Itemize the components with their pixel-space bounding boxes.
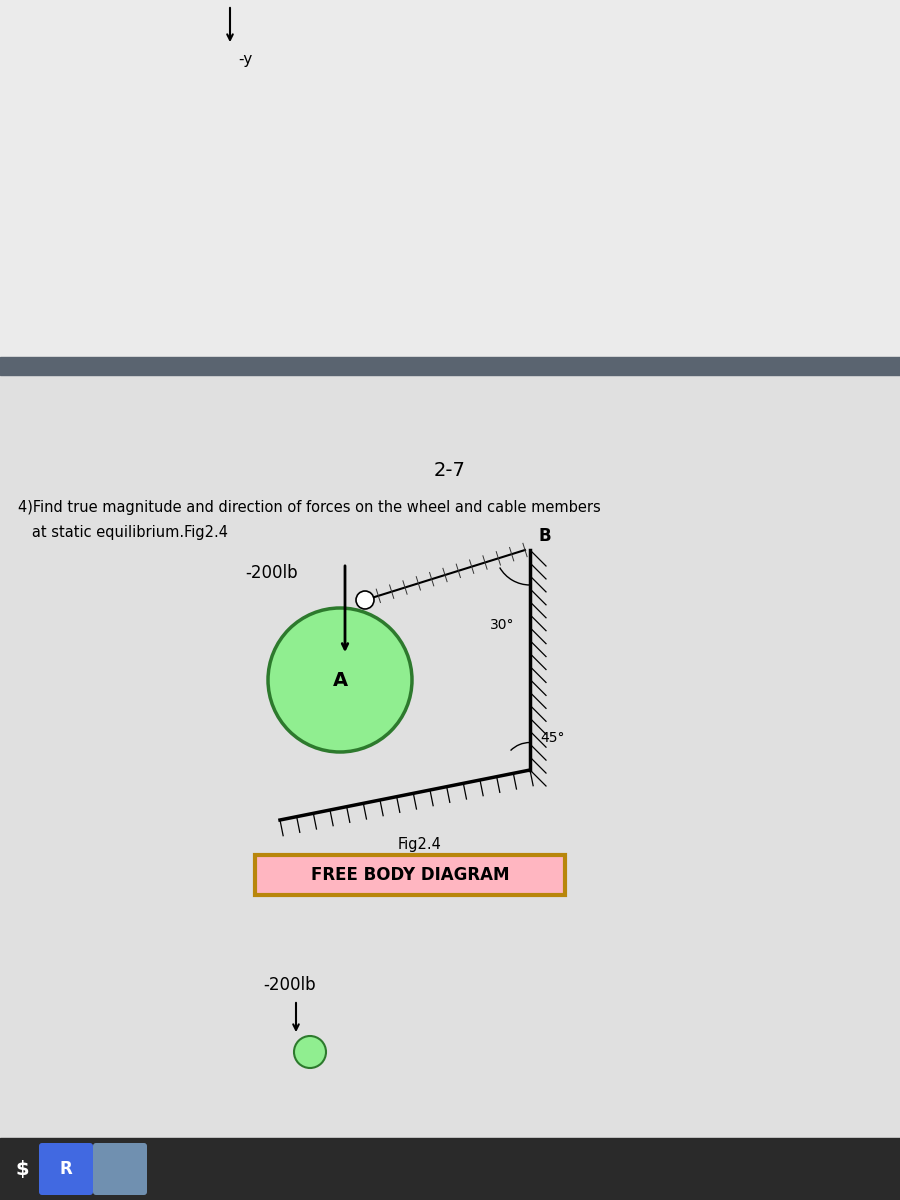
Circle shape [294,1036,326,1068]
Circle shape [356,590,374,608]
FancyBboxPatch shape [93,1142,147,1195]
Circle shape [268,608,412,752]
Bar [0,360,900,1200]
Text: A: A [332,671,347,690]
Text: 4)Find true magnitude and direction of forces on the wheel and cable members: 4)Find true magnitude and direction of f… [18,500,601,515]
Bar [0,358,900,374]
Text: Fig2.4: Fig2.4 [398,838,442,852]
Bar [0,0,900,360]
Text: FREE BODY DIAGRAM: FREE BODY DIAGRAM [310,866,509,884]
Text: B: B [538,527,551,545]
Text: at static equilibrium.Fig2.4: at static equilibrium.Fig2.4 [18,526,228,540]
Text: -200lb: -200lb [245,564,298,582]
Text: 2-7: 2-7 [434,461,466,480]
Text: 45°: 45° [540,731,564,745]
Text: $: $ [15,1159,29,1178]
Bar [255,854,565,895]
FancyBboxPatch shape [39,1142,93,1195]
Text: R: R [59,1160,72,1178]
Text: -y: -y [238,52,252,67]
Bar [0,1138,900,1200]
Text: 30°: 30° [490,618,515,632]
Text: -200lb: -200lb [264,976,316,994]
